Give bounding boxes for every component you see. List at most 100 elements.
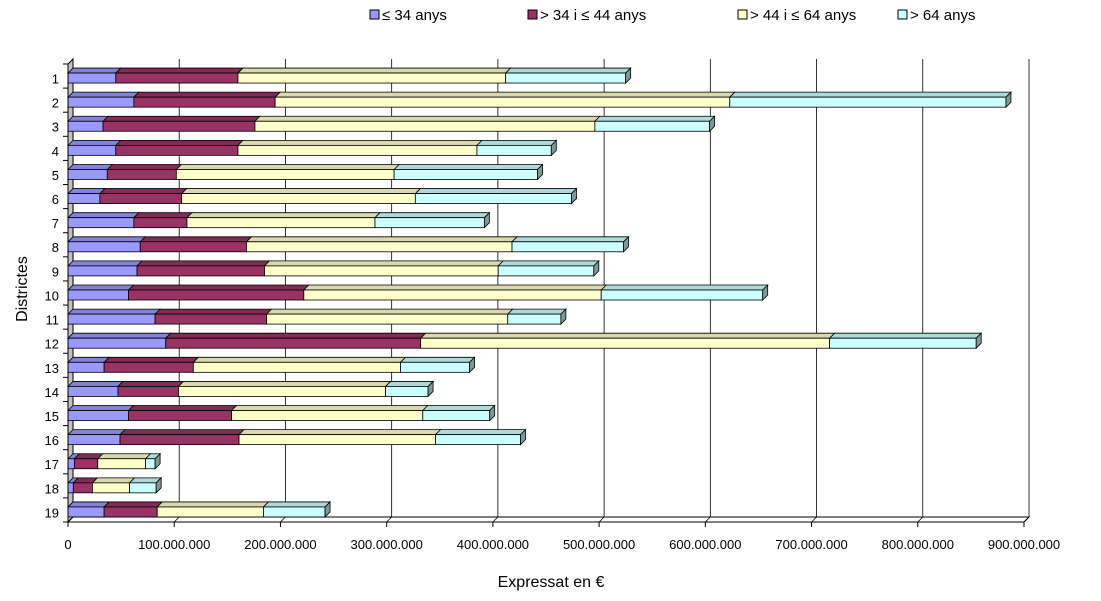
legend-label: ≤ 34 anys: [382, 7, 447, 24]
bar-district-16-series-3: [238, 429, 442, 446]
bar-district-11-series-1: [67, 308, 162, 325]
gridline-floor: [280, 516, 286, 523]
bar-district-18-series-3: [91, 477, 136, 494]
bar-district-3-series-1: [67, 115, 110, 132]
bar-end-face: [625, 67, 632, 85]
bar-district-15-series-4: [421, 405, 496, 421]
y-tick-label: 7: [52, 216, 59, 231]
bar-end-face: [560, 308, 567, 326]
gridline-floor: [1023, 516, 1030, 523]
bar-district-3-series-2: [102, 115, 261, 132]
bar-district-9-series-3: [263, 260, 505, 277]
bar-district-18-series-4: [128, 477, 163, 494]
x-tick-label: 600.000.000: [669, 537, 741, 552]
bar-district-13-series-4: [399, 356, 476, 373]
x-tick-label: 800.000.000: [882, 537, 954, 552]
bar-district-6-series-2: [98, 188, 188, 204]
y-tick-label: 9: [52, 264, 59, 279]
bar-district-13-series-3: [192, 356, 407, 373]
x-tick-label: 300.000.000: [351, 537, 423, 552]
bar-district-16-series-1: [67, 429, 127, 446]
y-tick-label: 2: [52, 96, 59, 111]
bar-district-15-series-2: [127, 405, 238, 421]
y-tick-label: 3: [52, 120, 59, 135]
bar-district-5-series-1: [67, 164, 114, 180]
gridline-floor: [917, 516, 924, 523]
bar-district-9-series-1: [67, 260, 144, 277]
bar-district-15-series-3: [230, 405, 429, 421]
bar-end-face: [623, 235, 629, 253]
legend-swatch: [897, 9, 908, 20]
bar-district-14-series-3: [177, 381, 392, 397]
bar-district-10-series-4: [600, 284, 769, 301]
legend-swatch: [369, 9, 380, 20]
bar-district-10-series-3: [302, 284, 608, 301]
bar-end-face: [550, 139, 557, 157]
bar-district-12-series-4: [828, 332, 983, 349]
bar-district-3-series-4: [593, 115, 716, 132]
x-tick-label: 200.000.000: [244, 537, 316, 552]
x-tick-label: 0: [64, 537, 71, 552]
y-tick-label: 13: [45, 361, 59, 376]
legend-swatch: [737, 9, 748, 20]
bar-district-11-series-4: [506, 308, 567, 325]
gridline-floor: [705, 516, 711, 523]
bar-district-19-series-1: [67, 501, 111, 518]
bar-district-6-series-1: [67, 188, 106, 204]
bar-end-face: [520, 428, 526, 446]
bar-district-2-series-3: [274, 91, 736, 108]
bar-district-10-series-2: [127, 284, 310, 301]
bar-district-1-series-2: [114, 67, 244, 84]
bar-district-4-series-1: [67, 139, 122, 156]
bar-district-6-series-3: [180, 188, 422, 204]
bar-end-face: [975, 332, 982, 350]
x-tick-label: 500.000.000: [563, 537, 635, 552]
y-tick-label: 5: [52, 168, 59, 183]
y-tick-label: 8: [52, 240, 59, 255]
bar-district-4-series-4: [475, 139, 558, 156]
gridline-floor: [173, 516, 180, 523]
bars: [67, 67, 1012, 518]
legend-label: > 44 i ≤ 64 anys: [750, 7, 856, 24]
bar-end-face: [571, 187, 577, 205]
bar-district-1-series-1: [67, 67, 122, 84]
x-tick-label: 700.000.000: [775, 537, 847, 552]
bar-end-face: [489, 404, 496, 422]
bar-district-19-series-3: [156, 501, 270, 518]
gridline-floor: [598, 516, 605, 523]
x-tick-label: 100.000.000: [138, 537, 210, 552]
bar-end-face: [324, 500, 331, 518]
legend-item: > 44 i ≤ 64 anys: [737, 7, 856, 24]
bar-district-7-series-4: [374, 212, 491, 229]
bar-end-face: [154, 452, 161, 470]
y-tick-label: 4: [52, 144, 59, 159]
bar-end-face: [427, 380, 434, 398]
legend: ≤ 34 anys > 34 i ≤ 44 anys > 44 i ≤ 64 any…: [369, 7, 975, 24]
bar-end-face: [1005, 91, 1012, 109]
bar-district-11-series-3: [265, 308, 514, 325]
gridline-floor: [811, 516, 817, 523]
legend-label: > 34 i ≤ 44 anys: [540, 7, 646, 24]
bar-district-12-series-1: [67, 332, 172, 349]
bar-district-17-series-4: [144, 453, 162, 470]
bar-district-8-series-1: [67, 236, 147, 253]
y-tick-label: 6: [52, 192, 59, 207]
y-tick-label: 17: [45, 457, 59, 472]
bar-district-14-series-4: [384, 381, 435, 397]
y-tick-label: 11: [46, 313, 60, 328]
floor: [66, 516, 1031, 523]
bar-district-10-series-1: [67, 284, 135, 301]
bar-district-2-series-1: [67, 91, 140, 108]
bar-district-16-series-2: [119, 429, 245, 446]
y-tick-label: 19: [45, 505, 59, 520]
y-tick-label: 14: [45, 385, 59, 400]
bar-district-13-series-1: [67, 356, 111, 373]
bar-end-face: [537, 163, 543, 181]
bar-end-face: [709, 115, 715, 133]
bar-district-8-series-2: [139, 236, 253, 253]
bar-district-5-series-2: [106, 164, 183, 180]
y-tick-label: 1: [52, 71, 59, 86]
bar-district-9-series-2: [136, 260, 271, 277]
bar-district-9-series-4: [497, 260, 600, 277]
